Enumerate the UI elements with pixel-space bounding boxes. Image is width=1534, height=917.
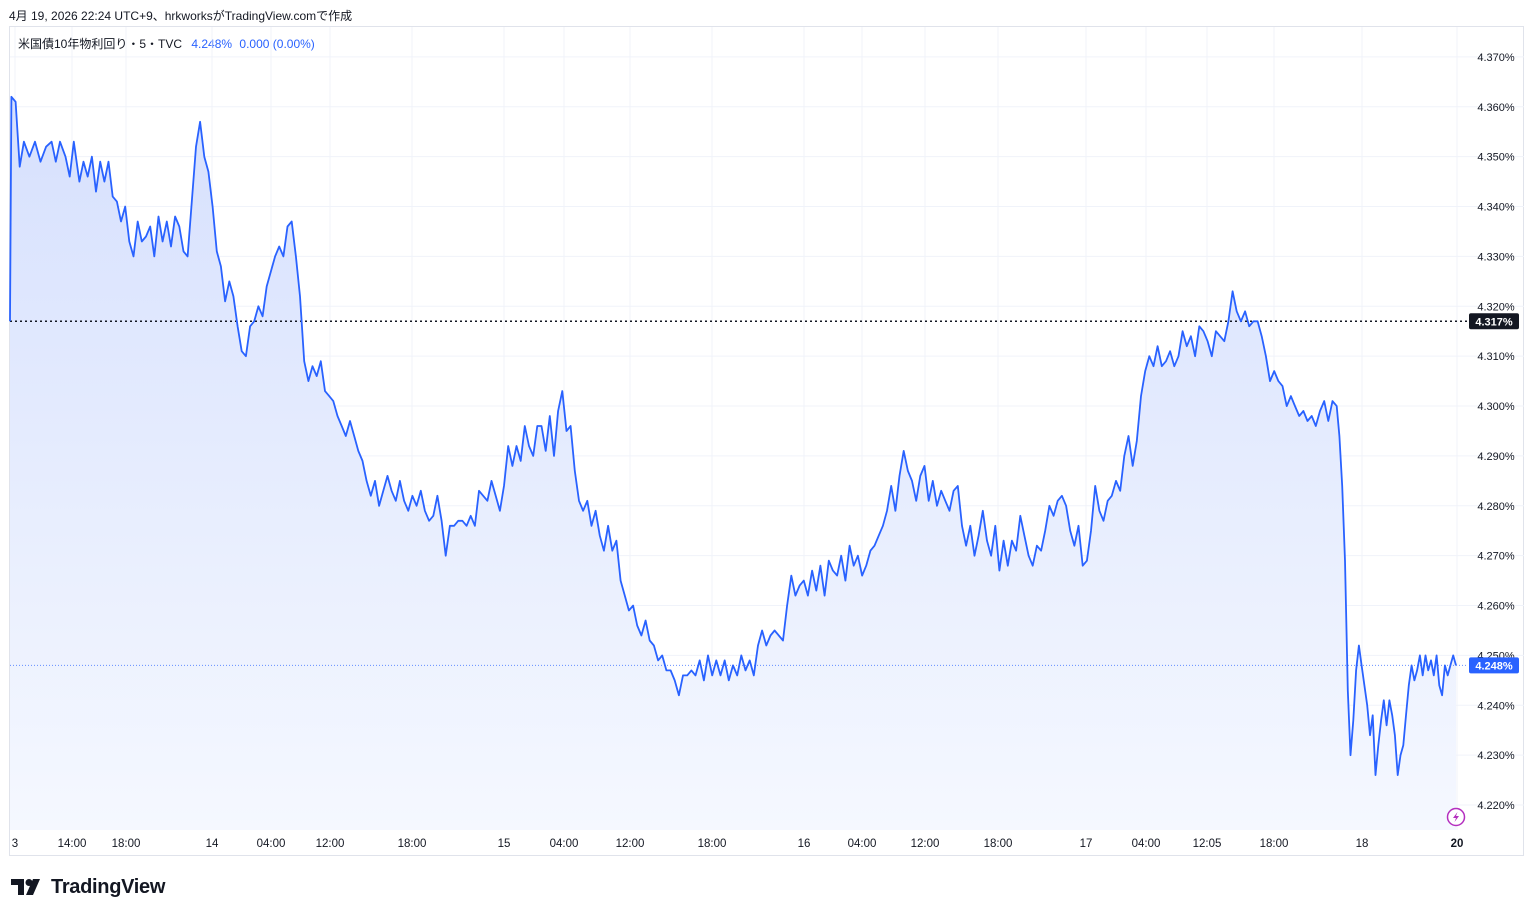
plot-area	[9, 95, 1468, 831]
x-tick-label: 18:00	[1260, 838, 1289, 850]
x-tick-label: 18:00	[112, 838, 141, 850]
x-axis[interactable]: 3 14:00 18:00 14 04:00 12:00 18:00 15 04:00 12:00…	[12, 838, 1464, 850]
x-tick-label: 17	[1080, 838, 1093, 850]
x-tick-label: 18:00	[984, 838, 1013, 850]
x-tick-label: 14:00	[58, 838, 87, 850]
price-labels: 4.317% 4.248%	[1469, 313, 1519, 674]
y-tick-label: 4.320%	[1477, 301, 1515, 313]
price-badge-label: 4.248%	[1475, 660, 1513, 672]
x-tick-label: 04:00	[848, 838, 877, 850]
y-tick-label: 4.230%	[1477, 750, 1515, 762]
x-tick-label: 16	[798, 838, 811, 850]
x-tick-label: 14	[206, 838, 219, 850]
y-tick-label: 4.270%	[1477, 551, 1515, 563]
x-tick-label: 20	[1451, 838, 1464, 850]
y-tick-label: 4.300%	[1477, 401, 1515, 413]
y-tick-label: 4.280%	[1477, 501, 1515, 513]
tradingview-logo-icon	[11, 879, 40, 895]
x-tick-label: 04:00	[550, 838, 579, 850]
y-axis[interactable]: 4.220%4.230%4.240%4.250%4.260%4.270%4.28…	[1477, 52, 1515, 812]
y-tick-label: 4.240%	[1477, 700, 1515, 712]
symbol-legend[interactable]: 米国債10年物利回り・5・TVC 4.248% 0.000 (0.00%)	[18, 35, 315, 52]
x-tick-label: 04:00	[257, 838, 286, 850]
chart-caption: 4月 19, 2026 22:24 UTC+9、hrkworksがTrading…	[9, 9, 353, 23]
symbol-name[interactable]: 米国債10年物利回り・5・TVC	[18, 37, 183, 51]
y-tick-label: 4.290%	[1477, 451, 1515, 463]
x-tick-label: 3	[12, 838, 18, 850]
last-price-badge	[1469, 657, 1519, 674]
lightning-icon[interactable]	[1446, 807, 1466, 827]
change-value: 0.000 (0.00%)	[239, 37, 315, 51]
y-tick-label: 4.220%	[1477, 800, 1515, 812]
x-tick-label: 12:00	[316, 838, 345, 850]
brand-name: TradingView	[51, 875, 166, 898]
tradingview-logo[interactable]: TradingView	[11, 876, 165, 898]
x-tick-label: 12:00	[911, 838, 940, 850]
y-tick-label: 4.370%	[1477, 52, 1515, 64]
x-tick-label: 18:00	[398, 838, 427, 850]
previous-close-badge	[1469, 313, 1519, 330]
x-tick-label: 18:00	[698, 838, 727, 850]
y-tick-label: 4.260%	[1477, 601, 1515, 613]
x-tick-label: 04:00	[1132, 838, 1161, 850]
y-tick-label: 4.330%	[1477, 251, 1515, 263]
x-tick-label: 15	[498, 838, 511, 850]
chart-frame	[9, 26, 1524, 856]
y-tick-label: 4.360%	[1477, 102, 1515, 114]
x-tick-label: 12:00	[616, 838, 645, 850]
price-line	[9, 95, 1457, 776]
x-tick-label: 12:05	[1193, 838, 1222, 850]
y-tick-label: 4.310%	[1477, 351, 1515, 363]
y-tick-label: 4.350%	[1477, 152, 1515, 164]
area-fill	[10, 96, 1456, 831]
price-badge-label: 4.317%	[1475, 316, 1513, 328]
y-tick-label: 4.340%	[1477, 202, 1515, 214]
x-tick-label: 18	[1356, 838, 1369, 850]
